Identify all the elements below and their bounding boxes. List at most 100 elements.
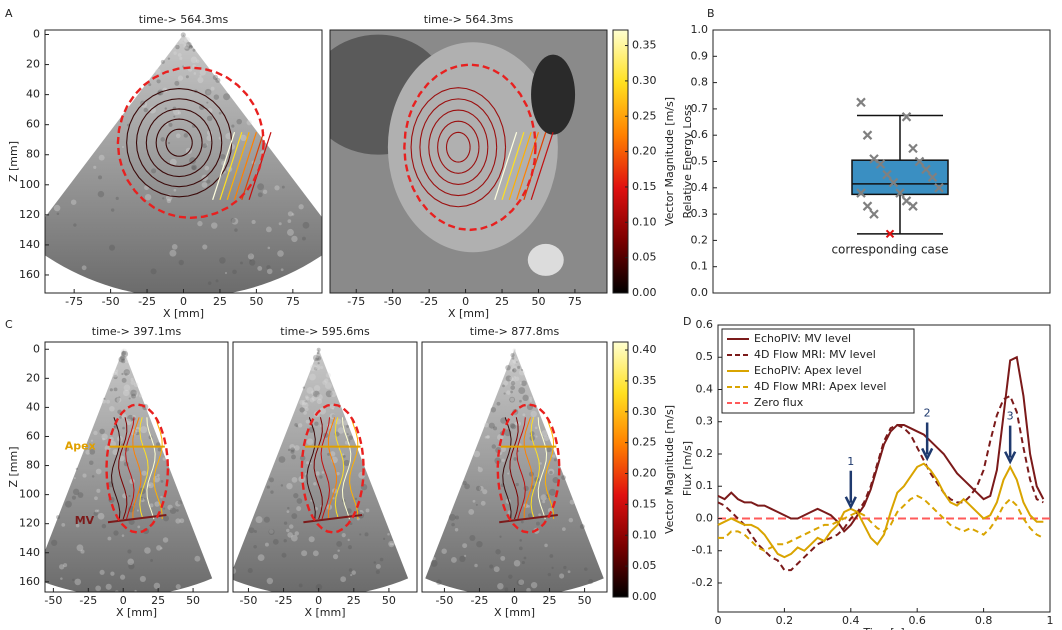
speckle <box>490 406 497 413</box>
speckle <box>272 538 279 545</box>
speckle <box>96 509 100 512</box>
speckle <box>169 249 177 257</box>
speckle <box>147 482 154 489</box>
speckle <box>450 557 457 563</box>
speckle <box>150 558 154 562</box>
speckle <box>108 244 116 251</box>
streamline <box>523 132 547 201</box>
speckle <box>299 455 306 461</box>
annotation-arrow <box>844 470 857 510</box>
speckle <box>375 563 381 569</box>
speckle <box>210 86 215 91</box>
speckle <box>495 549 501 555</box>
speckle <box>365 508 370 513</box>
speckle <box>115 196 119 200</box>
y-tick-label: 0.05 <box>632 559 657 572</box>
speckle <box>522 413 526 417</box>
x-tick-label: 0.4 <box>842 614 860 627</box>
speckle <box>349 522 353 526</box>
speckle <box>109 405 115 412</box>
speckle <box>316 398 323 405</box>
speckle <box>114 371 117 374</box>
speckle <box>510 397 515 402</box>
ultrasound-sector <box>45 34 322 293</box>
speckle <box>106 399 110 404</box>
ultrasound-sector <box>45 349 213 592</box>
speckle <box>562 527 566 531</box>
speckle <box>234 228 238 232</box>
speckle <box>389 542 393 546</box>
speckle <box>316 347 321 352</box>
speckle <box>512 357 515 360</box>
speckle <box>189 157 197 165</box>
y-tick-label: 140 <box>19 546 40 559</box>
speckle <box>199 104 205 110</box>
speckle <box>138 394 143 398</box>
speckle <box>508 574 513 579</box>
x-tick-label: 25 <box>347 594 361 607</box>
speckle <box>160 547 163 550</box>
y-tick-label: 0.8 <box>691 76 709 89</box>
speckle <box>514 376 520 382</box>
speckle <box>286 510 290 514</box>
speckle <box>197 77 204 84</box>
speckle <box>134 426 141 433</box>
x-tick-label: -25 <box>420 295 438 308</box>
speckle <box>150 268 157 275</box>
ultrasound-sector <box>233 349 409 592</box>
speckle <box>567 570 571 574</box>
speckle <box>103 397 106 400</box>
speckle <box>176 509 179 512</box>
speckle <box>249 259 256 266</box>
speckle <box>342 453 345 456</box>
speckle <box>482 489 488 495</box>
speckle <box>148 83 152 87</box>
speckle <box>302 221 310 229</box>
speckle <box>167 504 173 511</box>
speckle <box>123 384 131 392</box>
speckle <box>391 543 395 546</box>
speckle <box>176 45 179 48</box>
data-point <box>914 156 925 167</box>
speckle <box>125 356 128 360</box>
speckle <box>299 399 305 406</box>
speckle <box>184 37 191 43</box>
speckle <box>291 513 298 519</box>
data-point <box>908 143 918 154</box>
speckle <box>322 380 327 385</box>
speckle <box>388 540 395 548</box>
speckle <box>321 471 325 474</box>
speckle <box>240 261 243 265</box>
speckle <box>248 527 255 534</box>
speckle <box>503 380 509 386</box>
speckle <box>493 426 498 431</box>
lv-contour <box>116 66 265 220</box>
speckle <box>177 75 184 81</box>
speckle <box>530 581 538 589</box>
speckle <box>75 523 80 528</box>
speckle <box>202 244 208 250</box>
speckle <box>121 350 127 356</box>
speckle <box>153 582 161 590</box>
speckle <box>267 246 271 250</box>
speckle <box>175 133 181 139</box>
y-tick-label: 0.25 <box>632 109 657 122</box>
speckle <box>75 467 78 470</box>
speckle <box>305 419 310 424</box>
speckle <box>121 534 125 537</box>
speckle <box>294 445 300 451</box>
axes-frame <box>44 341 229 593</box>
speckle <box>483 422 489 428</box>
speckle <box>309 364 317 372</box>
speckle <box>155 442 161 447</box>
speckle <box>517 365 521 369</box>
y-tick-label: 140 <box>19 238 40 251</box>
streamline <box>530 417 540 520</box>
streamline <box>509 417 519 520</box>
axes-frame <box>717 324 1051 613</box>
streamline <box>135 98 223 188</box>
speckle <box>477 467 483 473</box>
speckle <box>157 447 162 452</box>
y-tick-label: 20 <box>26 58 40 71</box>
speckle <box>309 373 316 381</box>
